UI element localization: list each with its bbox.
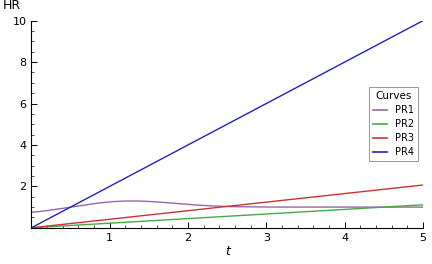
X-axis label: t: t <box>225 246 229 258</box>
Legend: PR1, PR2, PR3, PR4: PR1, PR2, PR3, PR4 <box>369 87 418 161</box>
Y-axis label: HR: HR <box>3 0 21 12</box>
